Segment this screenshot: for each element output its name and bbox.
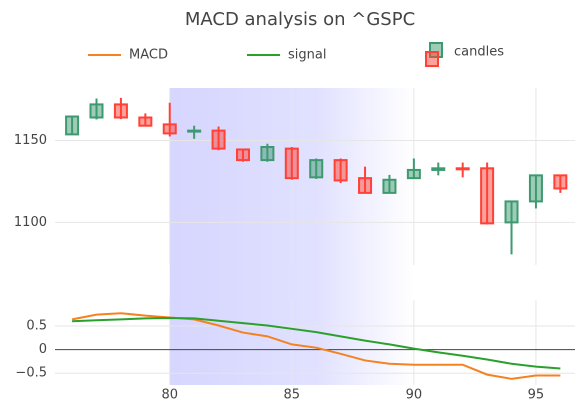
y-tick-label: 1100 (14, 215, 47, 230)
candle-body (504, 200, 519, 224)
x-tick-label: 90 (406, 388, 423, 403)
legend-label: signal (288, 48, 326, 63)
candle-body (358, 177, 373, 194)
candle-body (431, 167, 446, 171)
candle-body (260, 146, 275, 162)
x-tick-label: 85 (284, 388, 301, 403)
legend-label: candles (454, 45, 504, 60)
candle-body (89, 103, 104, 119)
y-tick-label: 0.5 (26, 318, 47, 333)
candle-body (235, 148, 250, 162)
candle-body (528, 174, 543, 203)
candle-body (333, 159, 348, 182)
candle-body (65, 115, 80, 136)
candle-body (309, 159, 324, 179)
candle-body (284, 147, 299, 180)
series-line (72, 316, 561, 370)
candle-body (553, 174, 568, 190)
candle-body (138, 116, 153, 127)
candle-body (455, 167, 470, 171)
legend-candle-dec (425, 51, 439, 67)
legend-label: MACD (129, 48, 168, 63)
y-tick-label: 0 (39, 342, 47, 357)
y-tick-label: 1150 (14, 133, 47, 148)
chart-title: MACD analysis on ^GSPC (185, 9, 415, 30)
background-layer (55, 88, 575, 385)
y-tick-label: −0.5 (15, 366, 47, 381)
candle-body (211, 129, 226, 150)
candle-body (113, 103, 128, 119)
series-line (71, 312, 561, 380)
candle-body (187, 129, 202, 133)
candle-body (382, 178, 397, 194)
x-tick-label: 95 (528, 388, 545, 403)
candle-body (162, 123, 177, 135)
x-tick-label: 80 (161, 388, 178, 403)
candle-body (480, 167, 495, 225)
candle-body (406, 168, 421, 180)
